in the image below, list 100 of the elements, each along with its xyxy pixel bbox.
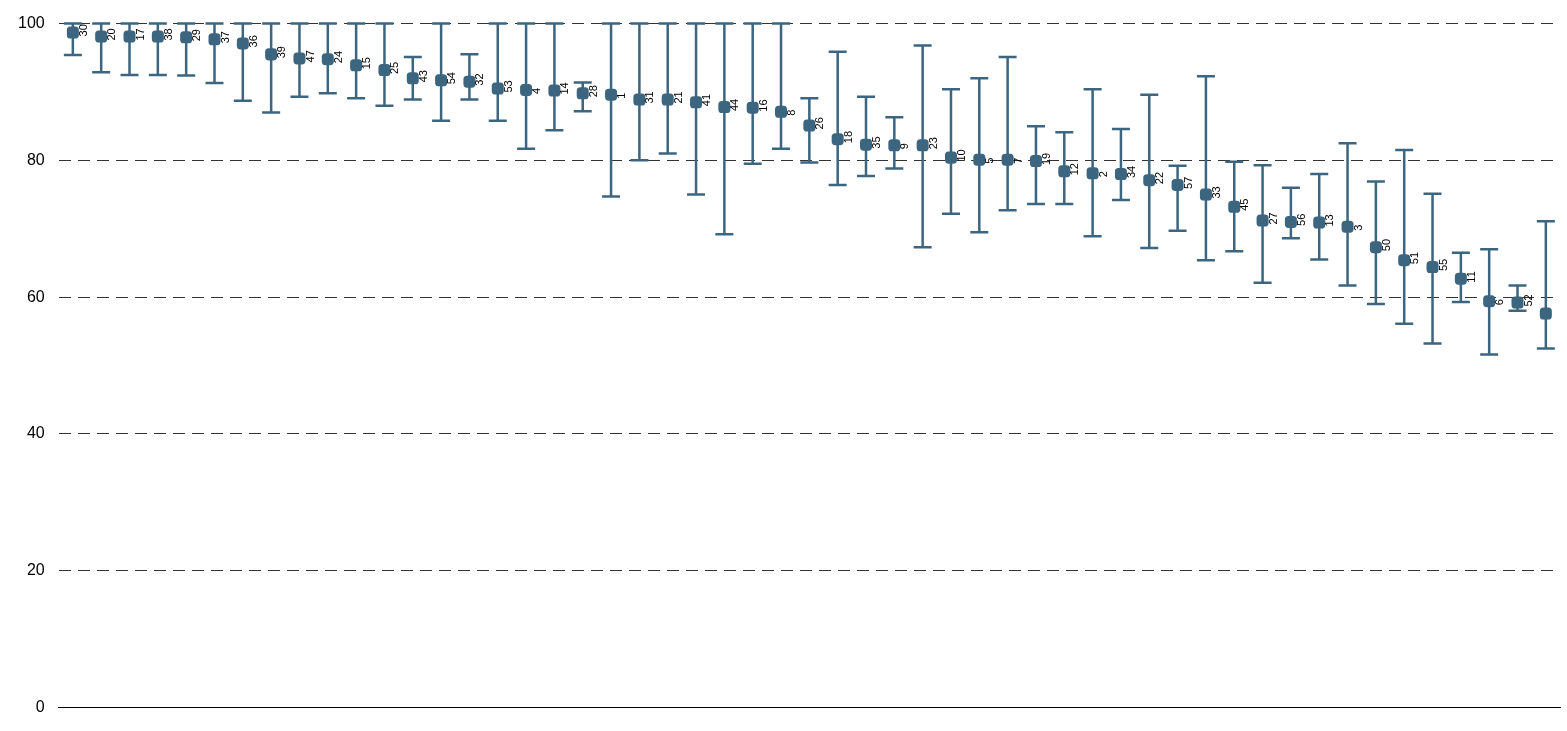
point bbox=[803, 119, 816, 132]
y-tick-label: 20 bbox=[26, 561, 45, 579]
point bbox=[1369, 241, 1382, 254]
point bbox=[1313, 216, 1326, 229]
point bbox=[831, 133, 844, 146]
point bbox=[293, 52, 306, 65]
x-tick-label: 35 bbox=[870, 136, 883, 149]
x-tick-label: 43 bbox=[416, 70, 429, 83]
point bbox=[605, 88, 618, 101]
x-tick-label: 17 bbox=[133, 28, 146, 41]
point bbox=[633, 93, 646, 106]
x-tick-label: 36 bbox=[246, 35, 259, 48]
point bbox=[1341, 220, 1354, 233]
x-tick-label: 50 bbox=[1379, 238, 1392, 252]
point bbox=[1398, 254, 1411, 267]
x-tick-label: 22 bbox=[1153, 171, 1166, 185]
x-tick-label: 53 bbox=[501, 80, 514, 93]
point bbox=[944, 151, 957, 164]
x-tick-label: 6 bbox=[1493, 299, 1506, 306]
x-tick-label: 47 bbox=[303, 50, 316, 63]
point bbox=[576, 87, 589, 100]
point bbox=[888, 139, 901, 152]
x-tick-label: 30 bbox=[76, 24, 89, 37]
x-tick-label: 8 bbox=[785, 109, 798, 116]
x-tick-label: 25 bbox=[388, 61, 401, 75]
x-tick-label: 38 bbox=[161, 28, 174, 41]
x-tick-label: 57 bbox=[1181, 176, 1194, 189]
point bbox=[378, 64, 391, 77]
point bbox=[1426, 261, 1439, 274]
x-tick-label: 7 bbox=[1011, 157, 1024, 164]
point bbox=[1483, 295, 1496, 308]
point bbox=[123, 30, 136, 43]
x-tick-label: 54 bbox=[445, 72, 458, 85]
point bbox=[746, 101, 759, 114]
x-tick-label: 13 bbox=[1323, 214, 1336, 227]
x-tick-label: 4 bbox=[530, 87, 543, 94]
x-tick-label: 31 bbox=[643, 91, 656, 104]
point bbox=[321, 53, 334, 66]
point bbox=[1284, 215, 1297, 228]
point bbox=[463, 75, 476, 88]
x-tick-label: 9 bbox=[898, 143, 911, 150]
point bbox=[151, 30, 164, 43]
x-tick-label: 29 bbox=[190, 29, 203, 42]
x-tick-label: 27 bbox=[1266, 212, 1279, 225]
point bbox=[208, 33, 221, 46]
x-tick-label: 10 bbox=[955, 149, 968, 162]
point bbox=[95, 30, 108, 43]
point bbox=[548, 84, 561, 97]
y-tick-label: 100 bbox=[17, 14, 45, 32]
x-tick-label: 28 bbox=[586, 85, 599, 98]
point bbox=[350, 59, 363, 72]
point bbox=[973, 153, 986, 166]
point bbox=[236, 37, 249, 50]
point bbox=[1228, 200, 1241, 213]
y-tick-label: 60 bbox=[26, 287, 45, 305]
x-tick-label: 16 bbox=[756, 99, 769, 112]
point bbox=[406, 72, 419, 85]
point bbox=[1199, 188, 1212, 201]
point bbox=[520, 83, 533, 96]
point bbox=[1539, 307, 1552, 320]
point bbox=[775, 105, 788, 118]
point bbox=[1114, 168, 1127, 181]
x-tick-label: 1 bbox=[615, 92, 628, 99]
x-tick-label: 5 bbox=[983, 157, 996, 164]
point bbox=[66, 26, 79, 39]
x-tick-label: 11 bbox=[1464, 271, 1477, 283]
x-tick-label: 24 bbox=[331, 50, 344, 64]
x-tick-label: 41 bbox=[700, 93, 713, 107]
point bbox=[690, 96, 703, 109]
y-tick-label: 0 bbox=[35, 697, 45, 715]
point bbox=[661, 93, 674, 106]
point bbox=[1143, 174, 1156, 187]
x-tick-label: 23 bbox=[926, 137, 939, 150]
point bbox=[180, 31, 193, 44]
point bbox=[1001, 153, 1014, 166]
x-tick-label: 15 bbox=[360, 57, 373, 70]
point bbox=[1086, 167, 1099, 180]
point bbox=[916, 139, 929, 152]
x-tick-label: 55 bbox=[1436, 258, 1449, 272]
x-tick-label: 39 bbox=[275, 46, 288, 59]
point bbox=[1029, 155, 1042, 168]
point bbox=[435, 74, 448, 87]
x-tick-label: 19 bbox=[1039, 152, 1052, 166]
point bbox=[1511, 296, 1524, 309]
x-tick-label: 14 bbox=[558, 82, 571, 95]
x-tick-label: 37 bbox=[218, 31, 231, 44]
x-tick-label: 20 bbox=[105, 28, 118, 41]
x-tick-label: 2 bbox=[1096, 171, 1109, 178]
x-tick-label: 56 bbox=[1294, 213, 1307, 226]
y-tick-label: 80 bbox=[26, 150, 45, 168]
point bbox=[718, 101, 731, 114]
point bbox=[859, 138, 873, 151]
x-tick-label: 21 bbox=[671, 91, 684, 104]
x-tick-label: 34 bbox=[1124, 165, 1137, 179]
x-tick-label: 52 bbox=[1521, 294, 1534, 307]
y-tick-label: 40 bbox=[26, 424, 45, 442]
point bbox=[1171, 178, 1184, 191]
x-tick-label: 44 bbox=[728, 98, 741, 112]
x-tick-label: 45 bbox=[1238, 198, 1251, 211]
point bbox=[491, 82, 504, 95]
